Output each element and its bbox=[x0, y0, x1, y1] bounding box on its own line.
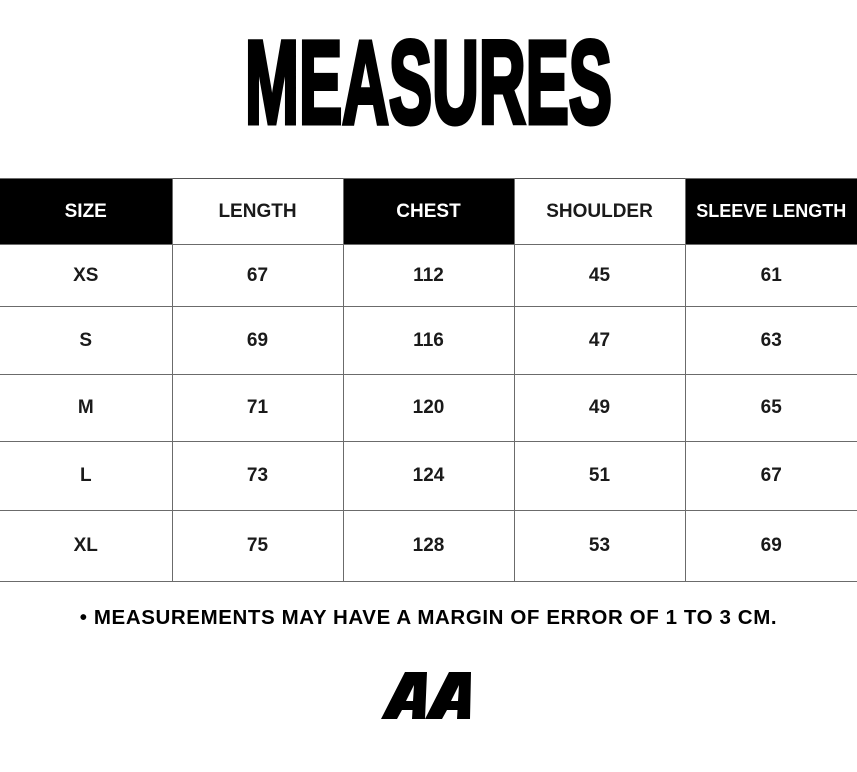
page-title: MEASURES bbox=[243, 30, 615, 140]
cell-size: XS bbox=[0, 244, 173, 307]
cell-length: 69 bbox=[171, 306, 344, 375]
cell-shoulder: 47 bbox=[513, 306, 686, 375]
size-chart-table: SIZE LENGTH CHEST SHOULDER SLEEVE LENGTH… bbox=[0, 178, 857, 582]
cell-chest: 128 bbox=[342, 510, 515, 582]
cell-chest: 116 bbox=[342, 306, 515, 375]
brand-logo bbox=[381, 672, 471, 719]
cell-chest: 112 bbox=[342, 244, 515, 307]
table-row: S 69 116 47 63 bbox=[0, 306, 857, 375]
table-row: M 71 120 49 65 bbox=[0, 374, 857, 442]
cell-shoulder: 53 bbox=[513, 510, 686, 582]
cell-length: 71 bbox=[171, 374, 344, 442]
header-length: LENGTH bbox=[171, 178, 344, 245]
header-row: SIZE LENGTH CHEST SHOULDER SLEEVE LENGTH bbox=[0, 178, 857, 245]
cell-length: 67 bbox=[171, 244, 344, 307]
table-row: XS 67 112 45 61 bbox=[0, 244, 857, 307]
cell-size: S bbox=[0, 306, 173, 375]
cell-size: L bbox=[0, 441, 173, 511]
cell-length: 75 bbox=[171, 510, 344, 582]
logo-letter-a-1 bbox=[381, 672, 427, 719]
cell-size: M bbox=[0, 374, 173, 442]
logo-letter-a-2 bbox=[425, 672, 471, 719]
header-sleeve-length: SLEEVE LENGTH bbox=[684, 178, 857, 245]
cell-sleeve-length: 61 bbox=[684, 244, 857, 307]
title-text: MEASURES bbox=[245, 30, 612, 140]
measurement-note: • MEASUREMENTS MAY HAVE A MARGIN OF ERRO… bbox=[79, 606, 778, 629]
cell-length: 73 bbox=[171, 441, 344, 511]
header-size: SIZE bbox=[0, 178, 173, 245]
cell-shoulder: 49 bbox=[513, 374, 686, 442]
cell-sleeve-length: 69 bbox=[684, 510, 857, 582]
cell-shoulder: 45 bbox=[513, 244, 686, 307]
cell-shoulder: 51 bbox=[513, 441, 686, 511]
cell-sleeve-length: 65 bbox=[684, 374, 857, 442]
cell-sleeve-length: 67 bbox=[684, 441, 857, 511]
cell-size: XL bbox=[0, 510, 173, 582]
header-shoulder: SHOULDER bbox=[513, 178, 686, 245]
table-row: L 73 124 51 67 bbox=[0, 441, 857, 511]
cell-chest: 120 bbox=[342, 374, 515, 442]
header-chest: CHEST bbox=[342, 178, 515, 245]
table-row: XL 75 128 53 69 bbox=[0, 510, 857, 582]
cell-chest: 124 bbox=[342, 441, 515, 511]
cell-sleeve-length: 63 bbox=[684, 306, 857, 375]
